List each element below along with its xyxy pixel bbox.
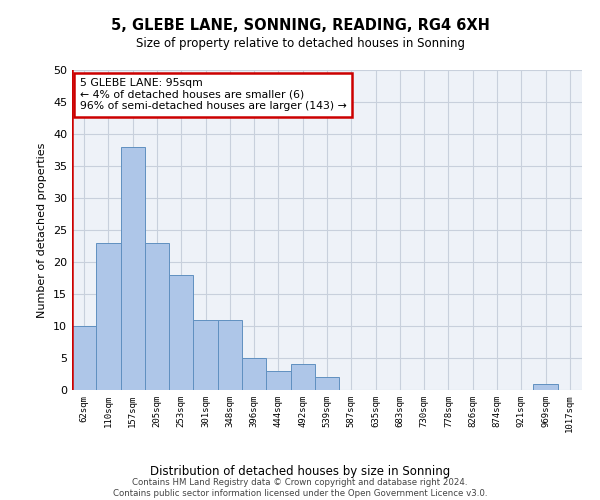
Text: Distribution of detached houses by size in Sonning: Distribution of detached houses by size … <box>150 464 450 477</box>
Text: Size of property relative to detached houses in Sonning: Size of property relative to detached ho… <box>136 38 464 51</box>
Text: 5, GLEBE LANE, SONNING, READING, RG4 6XH: 5, GLEBE LANE, SONNING, READING, RG4 6XH <box>110 18 490 32</box>
Bar <box>242 358 266 390</box>
Text: Contains HM Land Registry data © Crown copyright and database right 2024.
Contai: Contains HM Land Registry data © Crown c… <box>113 478 487 498</box>
Bar <box>193 320 218 390</box>
Text: 5 GLEBE LANE: 95sqm
← 4% of detached houses are smaller (6)
96% of semi-detached: 5 GLEBE LANE: 95sqm ← 4% of detached hou… <box>80 78 346 111</box>
Bar <box>266 371 290 390</box>
Bar <box>218 320 242 390</box>
Bar <box>315 377 339 390</box>
Bar <box>290 364 315 390</box>
Y-axis label: Number of detached properties: Number of detached properties <box>37 142 47 318</box>
Bar <box>533 384 558 390</box>
Bar <box>96 243 121 390</box>
Bar <box>121 147 145 390</box>
Bar <box>72 326 96 390</box>
Bar <box>169 275 193 390</box>
Bar <box>145 243 169 390</box>
